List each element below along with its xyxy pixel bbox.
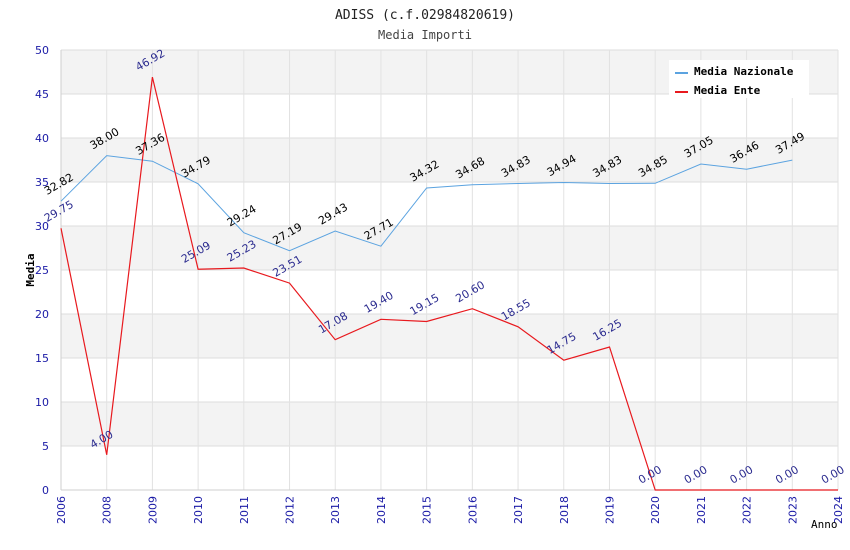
data-label: 0.00 bbox=[819, 463, 847, 487]
series-line-media-nazionale bbox=[60, 155, 793, 252]
x-tick-label: 2006 bbox=[55, 496, 68, 524]
axes: 0 5 10 15 20 25 30 35 40 45 50 2006 2008 2009 2010 2011… bbox=[35, 44, 845, 524]
data-label: 0.00 bbox=[773, 463, 801, 487]
legend-box bbox=[669, 60, 809, 98]
legend: Media Nazionale Media Ente bbox=[669, 60, 809, 98]
y-tick-label: 45 bbox=[35, 88, 49, 101]
x-tick-label: 2019 bbox=[603, 496, 616, 524]
data-label: 20.60 bbox=[453, 278, 487, 305]
data-label: 29.43 bbox=[316, 201, 350, 228]
legend-label-nazionale: Media Nazionale bbox=[694, 65, 794, 78]
grid-lines bbox=[60, 49, 839, 491]
x-tick-label: 2023 bbox=[786, 496, 799, 524]
data-label: 0.00 bbox=[636, 463, 664, 487]
x-tick-label: 2014 bbox=[375, 496, 388, 524]
x-tick-label: 2018 bbox=[558, 496, 571, 524]
x-tick-label: 2024 bbox=[832, 496, 845, 524]
chart-title: ADISS (c.f.02984820619) bbox=[335, 8, 515, 23]
x-tick-label: 2015 bbox=[421, 496, 434, 524]
grid-band bbox=[61, 138, 838, 182]
x-axis-label: Anno bbox=[811, 518, 838, 531]
x-tick-label: 2009 bbox=[146, 496, 159, 524]
data-label: 29.75 bbox=[42, 198, 76, 225]
plot-bands bbox=[61, 50, 838, 446]
data-label: 32.82 bbox=[42, 171, 76, 198]
data-label: 0.00 bbox=[682, 463, 710, 487]
x-tick-label: 2012 bbox=[284, 496, 297, 524]
data-label: 0.00 bbox=[728, 463, 756, 487]
y-axis-label: Media bbox=[24, 253, 37, 286]
legend-label-ente: Media Ente bbox=[694, 84, 761, 97]
grid-band bbox=[61, 226, 838, 270]
y-tick-label: 10 bbox=[35, 396, 49, 409]
series-line-media-ente bbox=[60, 76, 838, 491]
y-tick-label: 30 bbox=[35, 220, 49, 233]
y-tick-label: 35 bbox=[35, 176, 49, 189]
x-tick-label: 2013 bbox=[329, 496, 342, 524]
y-tick-label: 50 bbox=[35, 44, 49, 57]
x-tick-label: 2016 bbox=[466, 496, 479, 524]
grid-band bbox=[61, 314, 838, 358]
y-tick-label: 5 bbox=[42, 440, 49, 453]
y-tick-label: 40 bbox=[35, 132, 49, 145]
x-tick-label: 2008 bbox=[101, 496, 114, 524]
x-tick-label: 2011 bbox=[238, 496, 251, 524]
chart-subtitle: Media Importi bbox=[378, 28, 472, 42]
data-label: 29.24 bbox=[225, 202, 259, 229]
x-tick-label: 2010 bbox=[192, 496, 205, 524]
series-lines bbox=[60, 76, 838, 491]
y-tick-label: 20 bbox=[35, 308, 49, 321]
y-tick-label: 15 bbox=[35, 352, 49, 365]
grid-band bbox=[61, 402, 838, 446]
y-tick-label: 0 bbox=[42, 484, 49, 497]
data-label: 19.40 bbox=[362, 289, 396, 316]
x-tick-label: 2017 bbox=[512, 496, 525, 524]
y-tick-label: 25 bbox=[35, 264, 49, 277]
x-tick-label: 2022 bbox=[741, 496, 754, 524]
x-tick-label: 2021 bbox=[695, 496, 708, 524]
x-tick-label: 2020 bbox=[649, 496, 662, 524]
